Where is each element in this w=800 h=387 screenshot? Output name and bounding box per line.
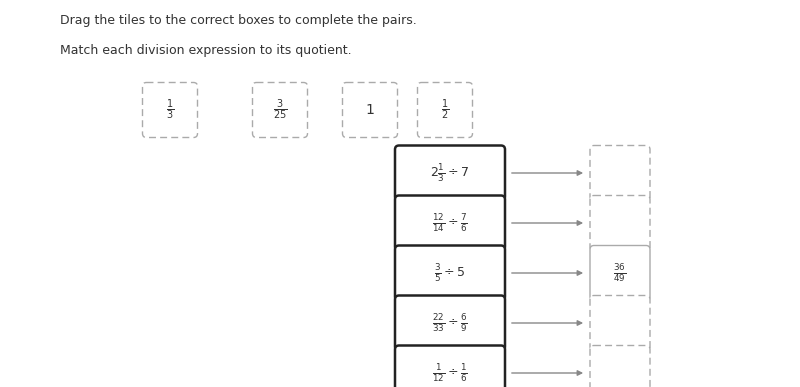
FancyBboxPatch shape bbox=[342, 82, 398, 137]
FancyBboxPatch shape bbox=[590, 296, 650, 351]
FancyBboxPatch shape bbox=[590, 346, 650, 387]
FancyBboxPatch shape bbox=[395, 146, 505, 200]
FancyBboxPatch shape bbox=[418, 82, 473, 137]
FancyBboxPatch shape bbox=[590, 245, 650, 300]
FancyBboxPatch shape bbox=[590, 146, 650, 200]
Text: Match each division expression to its quotient.: Match each division expression to its qu… bbox=[60, 44, 352, 57]
FancyBboxPatch shape bbox=[142, 82, 198, 137]
Text: $\frac{22}{33}\div\frac{6}{9}$: $\frac{22}{33}\div\frac{6}{9}$ bbox=[432, 312, 468, 334]
FancyBboxPatch shape bbox=[590, 195, 650, 250]
Text: $\frac{3}{5}\div5$: $\frac{3}{5}\div5$ bbox=[434, 262, 466, 284]
Text: $\frac{36}{49}$: $\frac{36}{49}$ bbox=[614, 262, 626, 284]
Text: $\frac{3}{25}$: $\frac{3}{25}$ bbox=[273, 98, 287, 122]
Text: $\frac{12}{14}\div\frac{7}{6}$: $\frac{12}{14}\div\frac{7}{6}$ bbox=[432, 212, 468, 234]
FancyBboxPatch shape bbox=[253, 82, 307, 137]
Text: $\frac{1}{12}\div\frac{1}{6}$: $\frac{1}{12}\div\frac{1}{6}$ bbox=[432, 362, 468, 384]
Text: $1$: $1$ bbox=[365, 103, 375, 117]
Text: $2\frac{1}{3}\div7$: $2\frac{1}{3}\div7$ bbox=[430, 162, 470, 184]
FancyBboxPatch shape bbox=[395, 195, 505, 250]
Text: $\frac{1}{3}$: $\frac{1}{3}$ bbox=[166, 98, 174, 122]
FancyBboxPatch shape bbox=[395, 296, 505, 351]
FancyBboxPatch shape bbox=[395, 346, 505, 387]
FancyBboxPatch shape bbox=[395, 245, 505, 300]
Text: $\frac{1}{2}$: $\frac{1}{2}$ bbox=[441, 98, 449, 122]
Text: Drag the tiles to the correct boxes to complete the pairs.: Drag the tiles to the correct boxes to c… bbox=[60, 14, 417, 27]
